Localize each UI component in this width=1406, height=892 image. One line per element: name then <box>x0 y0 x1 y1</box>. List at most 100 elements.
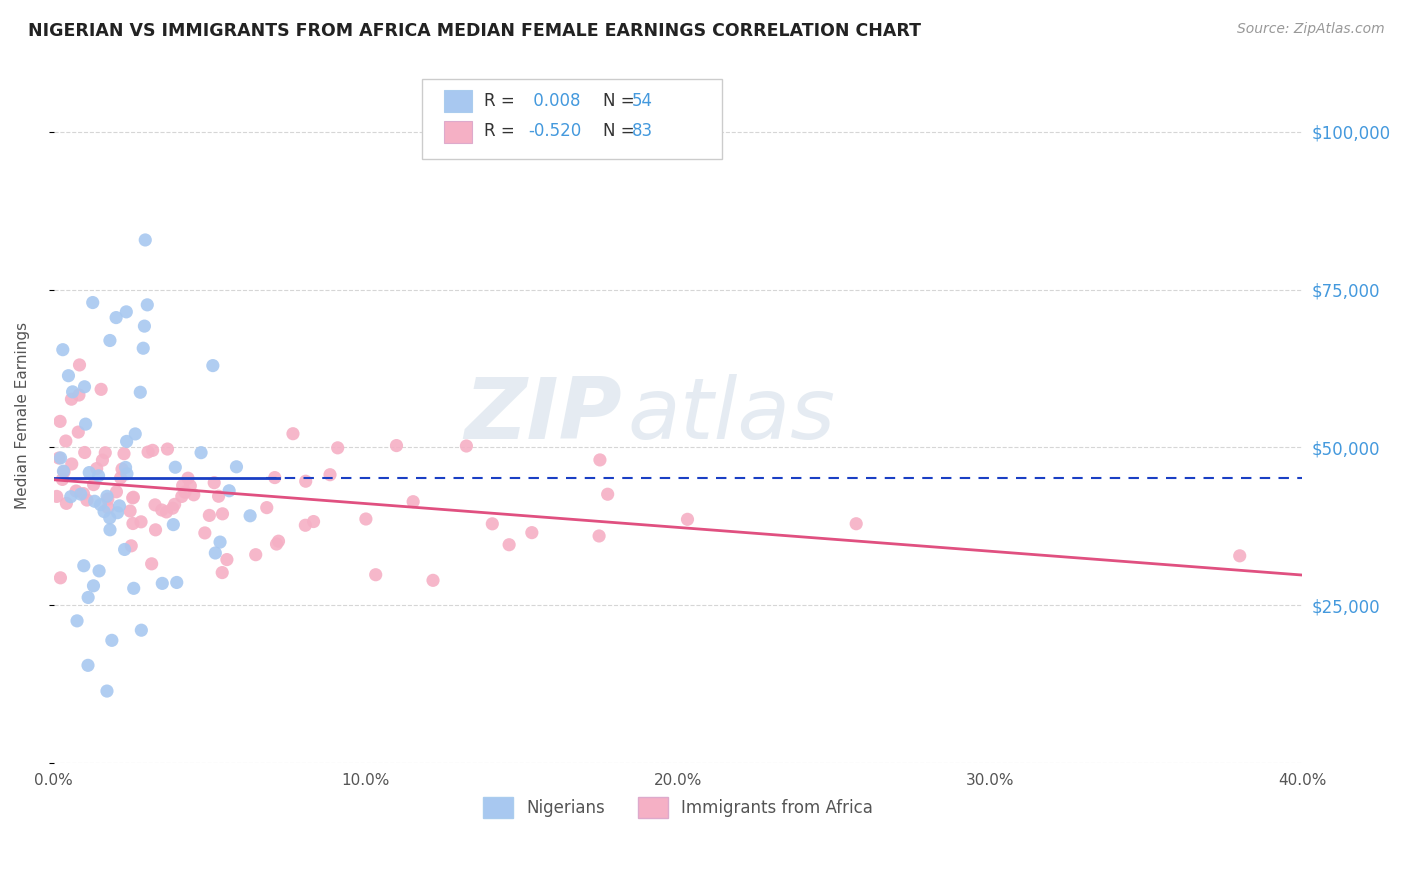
Point <box>101 633 124 648</box>
Point <box>49 571 72 585</box>
Point <box>55 496 77 510</box>
Point <box>60 392 83 407</box>
Point <box>121 491 143 505</box>
Point <box>132 341 155 355</box>
Point <box>170 490 193 504</box>
Text: N =: N = <box>603 122 640 140</box>
Text: R =: R = <box>484 122 520 140</box>
Point <box>225 459 247 474</box>
Point <box>97 491 120 506</box>
Point <box>520 525 543 540</box>
Point <box>52 343 75 357</box>
Point <box>215 552 238 566</box>
Y-axis label: Median Female Earnings: Median Female Earnings <box>15 322 30 509</box>
Point <box>62 384 84 399</box>
Point <box>51 472 73 486</box>
Point <box>498 538 520 552</box>
Point <box>385 439 408 453</box>
Point <box>91 453 114 467</box>
Point <box>122 516 145 531</box>
Point <box>73 558 96 573</box>
Point <box>174 485 197 500</box>
Text: NIGERIAN VS IMMIGRANTS FROM AFRICA MEDIAN FEMALE EARNINGS CORRELATION CHART: NIGERIAN VS IMMIGRANTS FROM AFRICA MEDIA… <box>28 22 921 40</box>
Point <box>115 467 138 481</box>
Point <box>179 479 201 493</box>
Point <box>73 380 96 394</box>
Point <box>845 516 868 531</box>
Point <box>294 518 316 533</box>
Text: atlas: atlas <box>628 375 837 458</box>
Point <box>60 457 83 471</box>
Point <box>58 368 80 383</box>
Point <box>67 388 90 402</box>
Point <box>239 508 262 523</box>
Point <box>107 506 129 520</box>
Point <box>82 579 104 593</box>
Point <box>86 461 108 475</box>
Point <box>110 471 132 485</box>
Point <box>183 488 205 502</box>
FancyBboxPatch shape <box>444 90 472 112</box>
Point <box>194 525 217 540</box>
Point <box>267 534 290 549</box>
Point <box>87 468 110 483</box>
Point <box>281 426 304 441</box>
Point <box>52 464 75 478</box>
Point <box>245 548 267 562</box>
Point <box>69 358 91 372</box>
Point <box>96 489 118 503</box>
Text: N =: N = <box>603 92 640 111</box>
Point <box>124 426 146 441</box>
Point <box>256 500 278 515</box>
Point <box>263 470 285 484</box>
Point <box>98 334 121 348</box>
Point <box>162 517 184 532</box>
Point <box>422 574 444 588</box>
Point <box>676 512 699 526</box>
Point <box>354 512 377 526</box>
Point <box>115 434 138 449</box>
Point <box>77 466 100 480</box>
Point <box>177 471 200 485</box>
Text: Source: ZipAtlas.com: Source: ZipAtlas.com <box>1237 22 1385 37</box>
Point <box>129 515 152 529</box>
Point <box>65 483 87 498</box>
FancyBboxPatch shape <box>422 78 721 159</box>
Point <box>596 487 619 501</box>
Point <box>59 490 82 504</box>
Text: 54: 54 <box>631 92 652 111</box>
Point <box>89 498 111 512</box>
Point <box>115 305 138 319</box>
Point <box>49 450 72 465</box>
Point <box>319 467 342 482</box>
Point <box>364 567 387 582</box>
Point <box>218 483 240 498</box>
Point <box>72 486 94 500</box>
Point <box>481 516 503 531</box>
Point <box>204 546 226 560</box>
Point <box>211 507 233 521</box>
Point <box>75 417 97 431</box>
Legend: Nigerians, Immigrants from Africa: Nigerians, Immigrants from Africa <box>475 790 880 824</box>
Point <box>108 499 131 513</box>
Point <box>82 295 104 310</box>
Point <box>120 504 142 518</box>
Point <box>105 484 128 499</box>
Point <box>266 537 288 551</box>
Point <box>94 446 117 460</box>
Point <box>209 535 232 549</box>
Point <box>165 460 187 475</box>
Point <box>111 462 134 476</box>
Point <box>202 475 225 490</box>
Point <box>87 564 110 578</box>
Point <box>211 566 233 580</box>
Point <box>83 477 105 491</box>
Text: -0.520: -0.520 <box>529 122 581 140</box>
Point <box>97 500 120 515</box>
Point <box>163 497 186 511</box>
Point <box>143 498 166 512</box>
Point <box>294 474 316 488</box>
Point <box>141 557 163 571</box>
Point <box>326 441 349 455</box>
Point <box>131 624 153 638</box>
